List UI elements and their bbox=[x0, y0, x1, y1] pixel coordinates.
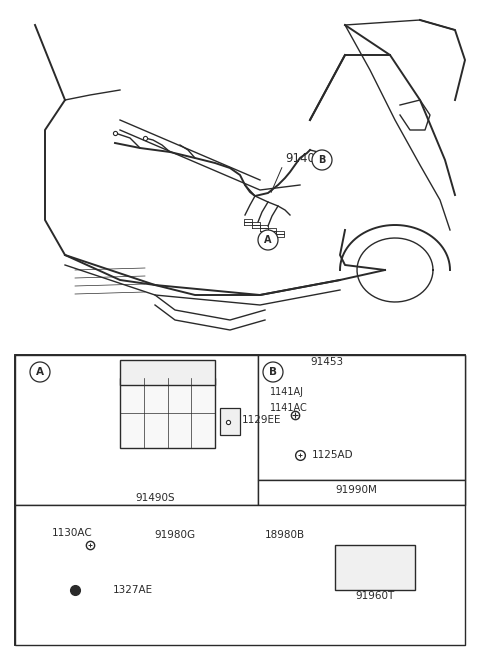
Text: 91990M: 91990M bbox=[335, 485, 377, 495]
Text: 91980G: 91980G bbox=[155, 530, 195, 540]
Bar bbox=[220, 408, 240, 435]
Bar bbox=[335, 545, 415, 590]
Text: 1130AC: 1130AC bbox=[52, 528, 93, 538]
Bar bbox=[258, 355, 465, 480]
Text: 1129EE: 1129EE bbox=[242, 415, 281, 425]
Text: 91490S: 91490S bbox=[135, 493, 175, 503]
Text: 1327AE: 1327AE bbox=[113, 585, 153, 595]
Text: 91960T: 91960T bbox=[355, 591, 395, 601]
Circle shape bbox=[263, 362, 283, 382]
Text: A: A bbox=[36, 367, 44, 377]
Bar bbox=[258, 355, 465, 505]
Text: A: A bbox=[264, 235, 272, 245]
Bar bbox=[15, 355, 465, 645]
Circle shape bbox=[30, 362, 50, 382]
Bar bbox=[15, 505, 465, 645]
Text: 1141AC: 1141AC bbox=[270, 403, 308, 413]
Text: 1141AJ: 1141AJ bbox=[270, 387, 304, 397]
Bar bbox=[15, 355, 258, 505]
Text: 91453: 91453 bbox=[310, 357, 343, 367]
Text: 18980B: 18980B bbox=[265, 530, 305, 540]
Text: B: B bbox=[269, 367, 277, 377]
Circle shape bbox=[312, 150, 332, 170]
Text: 91400: 91400 bbox=[285, 151, 322, 164]
Bar bbox=[258, 480, 465, 505]
Bar bbox=[15, 355, 258, 505]
Text: B: B bbox=[318, 155, 326, 165]
Circle shape bbox=[258, 230, 278, 250]
Text: 1125AD: 1125AD bbox=[312, 450, 354, 460]
Bar bbox=[120, 360, 215, 385]
Bar bbox=[15, 355, 465, 645]
Bar bbox=[120, 378, 215, 448]
